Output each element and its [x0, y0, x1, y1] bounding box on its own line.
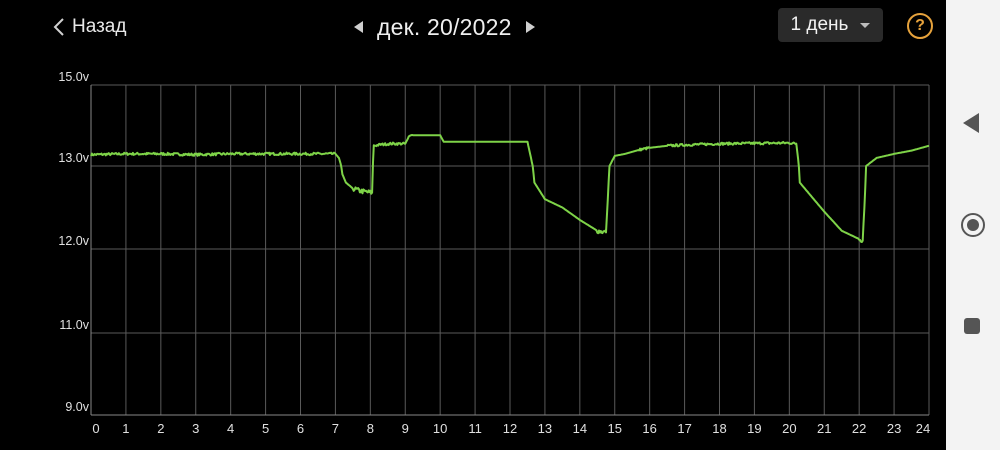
x-tick-label: 14 — [573, 421, 587, 436]
nav-home-icon[interactable] — [961, 213, 985, 237]
top-bar: Назад дек. 20/2022 1 день ? — [0, 0, 946, 54]
x-tick-label: 0 — [92, 421, 99, 436]
period-dropdown[interactable]: 1 день — [778, 8, 883, 42]
x-tick-label: 9 — [402, 421, 409, 436]
system-nav-bar — [946, 0, 1000, 450]
date-label: дек. 20/2022 — [377, 13, 512, 40]
x-tick-label: 11 — [468, 421, 482, 436]
triangle-right-icon[interactable] — [525, 21, 535, 33]
x-tick-label: 3 — [192, 421, 199, 436]
nav-recent-icon[interactable] — [964, 318, 980, 334]
chevron-left-icon — [53, 18, 64, 36]
x-tick-label: 2 — [157, 421, 164, 436]
period-label: 1 день — [790, 14, 849, 35]
y-tick-label: 12.0v — [58, 234, 89, 248]
x-tick-label: 21 — [817, 421, 831, 436]
y-tick-label: 13.0v — [58, 151, 89, 165]
x-tick-label: 4 — [227, 421, 234, 436]
back-label: Назад — [72, 16, 127, 37]
x-tick-label: 22 — [852, 421, 866, 436]
date-navigator: дек. 20/2022 — [354, 12, 535, 42]
nav-back-icon[interactable] — [963, 113, 979, 133]
x-tick-label: 8 — [367, 421, 374, 436]
x-tick-label: 18 — [712, 421, 726, 436]
x-tick-label: 24 — [916, 421, 930, 436]
x-tick-label: 20 — [782, 421, 796, 436]
caret-down-icon — [860, 22, 871, 28]
x-tick-label: 12 — [503, 421, 517, 436]
y-tick-label: 9.0v — [65, 400, 89, 414]
x-tick-label: 7 — [332, 421, 339, 436]
x-tick-label: 10 — [433, 421, 447, 436]
x-tick-label: 15 — [608, 421, 622, 436]
help-circle-icon[interactable]: ? — [907, 13, 933, 39]
x-tick-label: 13 — [538, 421, 552, 436]
triangle-left-icon[interactable] — [354, 21, 363, 33]
y-tick-label: 15.0v — [58, 70, 89, 84]
x-tick-label: 1 — [122, 421, 129, 436]
back-button[interactable]: Назад — [52, 14, 126, 40]
x-tick-label: 19 — [747, 421, 761, 436]
x-tick-label: 5 — [262, 421, 269, 436]
voltage-series-line — [90, 134, 930, 243]
x-tick-label: 23 — [887, 421, 901, 436]
x-tick-label: 6 — [297, 421, 304, 436]
y-tick-label: 11.0v — [59, 318, 89, 332]
x-tick-label: 16 — [642, 421, 656, 436]
x-tick-label: 17 — [677, 421, 691, 436]
